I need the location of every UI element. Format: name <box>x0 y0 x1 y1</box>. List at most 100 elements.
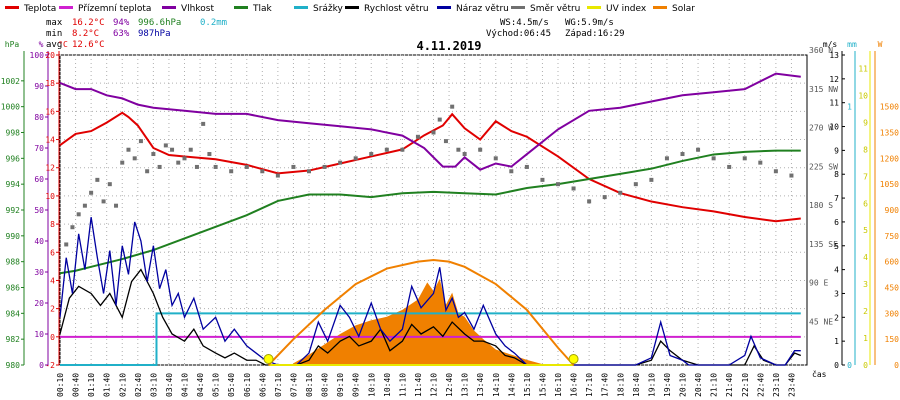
direction-point <box>758 160 763 165</box>
wind-tick-label: 4 <box>834 266 839 275</box>
x-tick-label: 12:10 <box>430 373 439 397</box>
uv-tick-label: 9 <box>863 118 868 127</box>
max-pressure: 996.6hPa <box>138 18 181 28</box>
direction-point <box>556 182 560 187</box>
x-tick-label: 06:10 <box>243 373 252 397</box>
series-line-1 <box>59 72 801 171</box>
max-humidity: 94% <box>113 18 130 28</box>
direction-point <box>64 242 69 247</box>
series-line-6 <box>59 217 801 366</box>
solar-tick-label: 750 <box>885 232 900 241</box>
direction-point <box>773 169 778 174</box>
legend-swatch-4 <box>294 6 308 9</box>
temperature-tick-label: 12 <box>45 164 55 173</box>
x-tick-label: 15:10 <box>523 373 532 397</box>
legend-swatch-1 <box>59 6 73 9</box>
direction-point <box>138 139 143 144</box>
direction-point <box>353 156 358 161</box>
temperature-tick-label: 20 <box>45 51 55 60</box>
x-tick-label: 16:40 <box>570 373 579 397</box>
x-tick-label: 10:10 <box>367 373 376 397</box>
temperature-tick-label: 16 <box>45 107 55 116</box>
solar-tick-label: 150 <box>885 335 900 344</box>
x-tick-label: 12:40 <box>445 373 454 397</box>
x-tick-label: 19:10 <box>647 373 656 397</box>
plot-area <box>59 54 808 366</box>
humidity-tick-label: 10 <box>34 330 44 339</box>
direction-point <box>182 156 187 161</box>
solar-tick-label: 300 <box>885 309 900 318</box>
temperature-unit: °C <box>58 40 68 49</box>
wind-tick-label: 8 <box>834 170 839 179</box>
stats-block: max 16.2°C 94% 996.6hPa 0.2mm min 8.2°C … <box>46 18 625 50</box>
wind-tick-label: 3 <box>834 289 839 298</box>
x-tick-label: 03:10 <box>149 373 158 397</box>
pressure-tick-label: 988 <box>6 258 21 267</box>
pressure-tick-label: 1000 <box>1 103 20 112</box>
solar-tick-label: 1350 <box>880 129 899 138</box>
direction-point <box>711 156 716 161</box>
temperature-tick-label: 8 <box>50 220 55 229</box>
direction-tick-label: 225 SW <box>809 162 838 171</box>
pressure-tick-label: 990 <box>6 232 21 241</box>
legend-swatch-3 <box>234 6 248 9</box>
x-tick-label: 17:10 <box>585 373 594 397</box>
x-tick-label: 13:40 <box>476 373 485 397</box>
x-tick-label: 03:40 <box>165 373 174 397</box>
humidity-tick-label: 0 <box>39 361 44 370</box>
direction-point <box>338 160 343 165</box>
x-tick-label: 22:10 <box>741 373 750 397</box>
humidity-tick-label: 20 <box>34 299 44 308</box>
uv-tick-label: 4 <box>863 253 868 262</box>
humidity-tick-label: 40 <box>34 237 44 246</box>
wind-tick-label: 1 <box>834 337 839 346</box>
sunset-marker <box>568 354 579 364</box>
solar-tick-label: 1050 <box>880 180 899 189</box>
x-tick-label: 01:40 <box>103 373 112 397</box>
legend-label-5: Rychlost větru <box>364 4 429 14</box>
series-line-4 <box>60 312 801 366</box>
pressure-tick-label: 996 <box>6 154 21 163</box>
direction-point <box>696 147 701 152</box>
temperature-tick-label: 0 <box>50 333 55 342</box>
legend-swatch-7 <box>511 6 525 9</box>
direction-point <box>680 152 685 157</box>
x-tick-label: 19:40 <box>663 373 672 397</box>
wind-tick-label: 2 <box>834 313 839 322</box>
max-rain: 0.2mm <box>200 18 227 28</box>
uv-tick-label: 11 <box>858 64 868 73</box>
min-label: min <box>46 29 62 39</box>
legend-label-8: UV index <box>606 4 647 14</box>
solar-tick-label: 600 <box>885 258 900 267</box>
max-label: max <box>46 18 63 28</box>
temperature-tick-label: 18 <box>45 79 55 88</box>
direction-point <box>76 212 81 217</box>
legend-label-3: Tlak <box>252 4 273 14</box>
pressure-tick-label: 998 <box>6 129 21 138</box>
x-axis-label: čas <box>812 369 827 379</box>
direction-point <box>493 156 498 161</box>
temperature-tick-label: 14 <box>45 136 55 145</box>
avg-label: avg <box>46 40 62 50</box>
direction-point <box>431 130 436 135</box>
uv-tick-label: 3 <box>863 280 868 289</box>
rain-unit: mm <box>847 40 857 49</box>
direction-point <box>571 186 576 191</box>
direction-point <box>244 164 249 169</box>
x-tick-label: 18:10 <box>616 373 625 397</box>
direction-point <box>400 147 405 152</box>
wind-speed-max: WS:4.5m/s <box>500 18 549 28</box>
direction-point <box>145 169 150 174</box>
pressure-tick-label: 986 <box>6 284 21 293</box>
direction-point <box>275 173 280 178</box>
direction-point <box>742 156 747 161</box>
pressure-unit: hPa <box>5 40 20 49</box>
legend-label-6: Náraz větru <box>456 4 509 14</box>
temperature-tick-label: 4 <box>50 276 55 285</box>
min-pressure: 987hPa <box>138 29 171 39</box>
direction-point <box>415 134 420 139</box>
legend-label-4: Srážky <box>313 4 344 14</box>
direction-point <box>789 173 794 178</box>
min-humidity: 63% <box>113 29 130 39</box>
wind-tick-label: 5 <box>834 242 839 251</box>
